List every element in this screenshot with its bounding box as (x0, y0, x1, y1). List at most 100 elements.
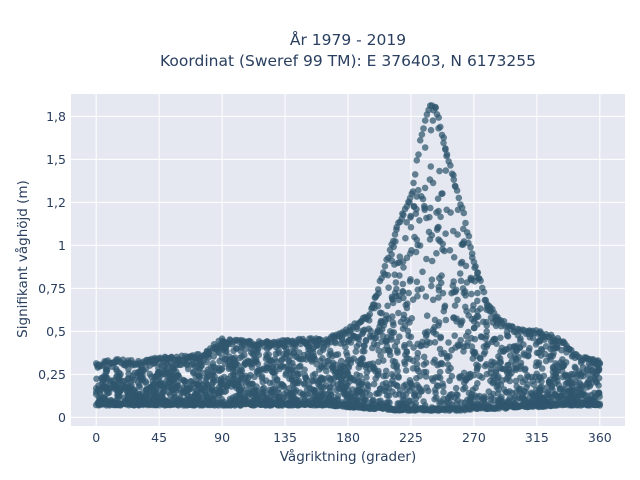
scatter-point (269, 388, 277, 395)
scatter-point (542, 343, 550, 350)
scatter-point (380, 387, 388, 395)
scatter-point (420, 361, 428, 368)
scatter-point (520, 341, 527, 348)
scatter-point (375, 358, 382, 366)
scatter-point (506, 394, 514, 402)
scatter-point (450, 176, 458, 183)
scatter-point (403, 348, 411, 356)
scatter-point (468, 290, 475, 298)
scatter-point (458, 204, 466, 212)
x-tick-label: 315 (525, 430, 549, 445)
scatter-point (408, 315, 416, 322)
scatter-point (447, 394, 455, 401)
scatter-point (367, 327, 375, 335)
scatter-point (476, 372, 483, 380)
scatter-point (382, 367, 390, 375)
scatter-point (137, 367, 145, 374)
scatter-point (453, 315, 461, 323)
scatter-point (410, 203, 418, 210)
scatter-point (406, 355, 413, 363)
scatter-point (361, 348, 368, 355)
scatter-point (428, 232, 436, 239)
scatter-point (255, 395, 263, 402)
scatter-point (506, 377, 514, 385)
scatter-point (203, 358, 210, 366)
scatter-point (431, 323, 438, 331)
scatter-point (392, 391, 399, 399)
scatter-point (386, 348, 393, 355)
scatter-point (247, 349, 255, 356)
scatter-point (421, 117, 429, 124)
scatter-point (277, 363, 285, 370)
scatter-point (443, 151, 451, 158)
scatter-point (94, 386, 102, 394)
scatter-point (568, 380, 575, 388)
scatter-point (440, 134, 448, 141)
scatter-point (502, 346, 510, 353)
scatter-point (588, 366, 596, 374)
scatter-point (217, 379, 224, 386)
scatter-point (427, 204, 434, 212)
scatter-point (480, 343, 488, 351)
scatter-point (535, 396, 542, 403)
scatter-point (391, 271, 399, 279)
scatter-point (343, 369, 351, 376)
scatter-point (537, 374, 544, 382)
x-tick-label: 90 (214, 430, 230, 445)
scatter-point (467, 373, 474, 381)
scatter-point (229, 394, 237, 401)
data-points (92, 102, 604, 414)
scatter-point (275, 381, 283, 388)
scatter-point (432, 103, 439, 111)
scatter-point (504, 332, 511, 340)
scatter-point (421, 204, 428, 212)
scatter-point (258, 372, 266, 380)
scatter-point (442, 316, 450, 324)
scatter-point (413, 236, 421, 244)
scatter-point (428, 282, 435, 290)
scatter-point (435, 223, 442, 231)
scatter-point (394, 400, 402, 407)
scatter-point (249, 380, 256, 388)
scatter-point (530, 381, 538, 389)
scatter-point (489, 379, 497, 387)
scatter-point (418, 193, 425, 200)
scatter-point (462, 219, 469, 227)
scatter-point (492, 322, 500, 330)
scatter-point (469, 386, 477, 394)
scatter-point (441, 304, 448, 311)
scatter-point (316, 377, 324, 384)
scatter-point (104, 390, 111, 397)
scatter-point (125, 370, 132, 378)
y-axis-title: Signifikant våghöjd (m) (14, 180, 31, 338)
scatter-point (435, 294, 442, 301)
scatter-point (487, 369, 494, 377)
scatter-point (454, 391, 461, 399)
scatter-point (297, 362, 304, 370)
scatter-point (146, 370, 154, 378)
scatter-point (323, 367, 330, 375)
scatter-point (329, 361, 336, 369)
scatter-point (399, 391, 407, 399)
scatter-point (448, 346, 456, 354)
scatter-point (392, 279, 400, 286)
scatter-point (572, 364, 579, 372)
y-tick-label: 0,5 (46, 324, 66, 339)
scatter-point (428, 276, 436, 284)
scatter-point (593, 378, 600, 385)
scatter-point (380, 322, 388, 329)
scatter-point (366, 311, 374, 318)
scatter-point (394, 349, 401, 356)
scatter-point (378, 338, 386, 346)
scatter-point (431, 395, 438, 403)
scatter-point (415, 186, 422, 194)
scatter-point (448, 372, 456, 380)
scatter-point (471, 348, 479, 356)
scatter-point (468, 250, 476, 257)
scatter-point (403, 219, 411, 226)
scatter-point (225, 358, 232, 366)
scatter-point (283, 348, 291, 356)
scatter-point (537, 345, 545, 353)
scatter-point (183, 385, 190, 392)
scatter-point (536, 384, 544, 391)
